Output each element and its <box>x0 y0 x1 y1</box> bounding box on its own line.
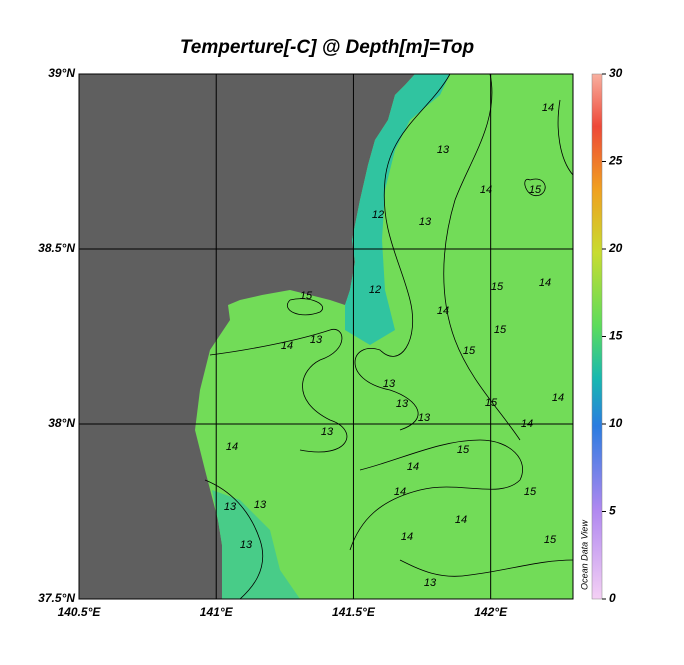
contour-label: 15 <box>529 184 542 196</box>
chart-title: Temperture[-C] @ Depth[m]=Top <box>180 37 474 58</box>
contour-label: 14 <box>407 461 419 473</box>
x-tick-label: 142°E <box>474 605 508 619</box>
contour-label: 14 <box>401 531 413 543</box>
contour-label: 13 <box>419 216 432 228</box>
contour-label: 13 <box>418 412 431 424</box>
contour-label: 13 <box>240 539 253 551</box>
coastal-water <box>345 74 450 345</box>
contour-label: 13 <box>254 499 267 511</box>
contour-label: 15 <box>544 534 557 546</box>
contour-label: 14 <box>521 418 533 430</box>
contour-label: 13 <box>437 144 450 156</box>
map-area <box>79 74 573 599</box>
contour-label: 15 <box>457 444 470 456</box>
contour-label: 13 <box>224 501 237 513</box>
contour-label: 14 <box>552 392 564 404</box>
contour-label: 15 <box>300 290 313 302</box>
contour-label: 15 <box>524 486 537 498</box>
colorbar-tick-label: 0 <box>609 591 616 605</box>
colorbar-tick-label: 20 <box>608 241 623 255</box>
contour-label: 13 <box>396 398 409 410</box>
y-tick-label: 39°N <box>48 66 75 80</box>
watermark: Ocean Data View <box>579 520 589 590</box>
coastal-water <box>212 490 300 599</box>
contour-label: 14 <box>226 441 238 453</box>
colorbar-tick-label: 25 <box>608 154 623 168</box>
colorbar-tick-label: 5 <box>609 504 616 518</box>
contour-label: 15 <box>494 324 507 336</box>
x-tick-label: 141.5°E <box>332 605 376 619</box>
contour-label: 15 <box>463 345 476 357</box>
y-tick-label: 37.5°N <box>38 591 75 605</box>
contour-label: 14 <box>480 184 492 196</box>
contour-label: 13 <box>383 378 396 390</box>
contour-label: 14 <box>281 340 293 352</box>
contour-label: 15 <box>485 397 498 409</box>
contour-label: 14 <box>437 305 449 317</box>
contour-label: 13 <box>310 334 323 346</box>
x-tick-label: 140.5°E <box>58 605 102 619</box>
contours <box>204 74 573 599</box>
contour-label: 14 <box>394 486 406 498</box>
contour-label: 14 <box>539 277 551 289</box>
colorbar-tick-label: 15 <box>609 329 623 343</box>
y-tick-label: 38°N <box>48 416 75 430</box>
contour-label: 14 <box>455 514 467 526</box>
colorbar-tick-label: 30 <box>609 66 623 80</box>
contour-label: 15 <box>491 281 504 293</box>
x-tick-label: 141°E <box>200 605 234 619</box>
contour-label: 13 <box>321 426 334 438</box>
contour-label: 12 <box>372 209 384 221</box>
colorbar-tick-label: 10 <box>609 416 623 430</box>
contour-label: 14 <box>542 102 554 114</box>
colorbar <box>591 73 603 600</box>
contour-label: 13 <box>424 577 437 589</box>
y-tick-label: 38.5°N <box>38 241 75 255</box>
contour-label: 12 <box>369 284 381 296</box>
